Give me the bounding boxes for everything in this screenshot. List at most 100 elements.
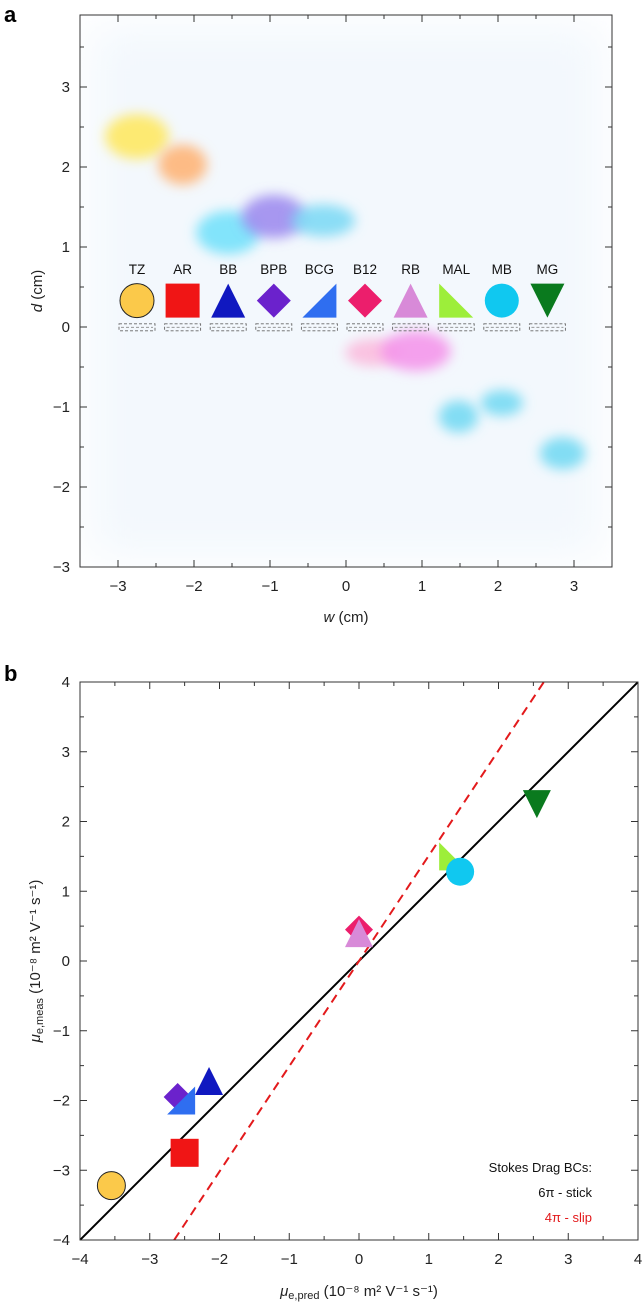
gel-well <box>437 323 475 332</box>
x-tick-label-a: −2 <box>185 578 202 595</box>
spot-ar <box>158 144 207 185</box>
line-legend: Stokes Drag BCs: 6π - stick 4π - slip <box>489 1160 593 1225</box>
point-rb <box>345 919 373 948</box>
mobility-points <box>96 790 551 1201</box>
legend-title: Stokes Drag BCs: <box>489 1160 592 1175</box>
legend-symbol-bpb <box>256 283 291 318</box>
gel-well <box>118 323 156 332</box>
x-tick-label-a: −1 <box>261 578 278 595</box>
x-tick-label-b: 0 <box>355 1251 363 1268</box>
legend-symbol-b12 <box>348 283 382 318</box>
x-axis-unit-a: (cm) <box>334 609 368 626</box>
y-tick-label-a: −1 <box>53 399 70 416</box>
gel-well <box>392 323 430 332</box>
legend-label-bpb: BPB <box>260 262 287 277</box>
gel-well <box>164 323 202 332</box>
x-axis-label-b: μe,pred (10⁻⁸ m² V⁻¹ s⁻¹) <box>279 1283 438 1302</box>
legend-label-mg: MG <box>537 262 559 277</box>
x-tick-label-b: 4 <box>634 1251 642 1268</box>
spot-mb <box>480 390 524 416</box>
spot-rb <box>380 331 451 371</box>
legend-symbol-mg <box>530 283 565 318</box>
y-axis-var-b: μ <box>27 1034 44 1043</box>
panel-a-label: a <box>4 2 17 27</box>
spot-bpb <box>241 195 306 239</box>
y-axis-label-a: d (cm) <box>29 270 46 313</box>
y-tick-label-b: −2 <box>53 1093 70 1110</box>
plot-a-frame <box>79 14 613 568</box>
gel-well <box>528 323 566 332</box>
legend-slip: 4π - slip <box>545 1210 592 1225</box>
x-axis-var-a: w <box>324 609 336 626</box>
x-axis-unit-b: (10⁻⁸ m² V⁻¹ s⁻¹) <box>320 1283 438 1300</box>
point-tz <box>96 1171 126 1201</box>
y-axis-unit-a: (cm) <box>29 270 46 304</box>
legend-symbol-rb <box>393 283 428 318</box>
plot-b-frame <box>79 681 639 1241</box>
point-bcg <box>167 1086 196 1115</box>
gel-well <box>346 323 384 332</box>
legend-label-rb: RB <box>401 262 420 277</box>
gel-well <box>483 323 521 332</box>
x-tick-label-a: 1 <box>418 578 426 595</box>
x-axis-label-a: w (cm) <box>324 609 369 626</box>
legend-label-mb: MB <box>492 262 512 277</box>
gel-well <box>300 323 338 332</box>
legend-symbol-bcg <box>302 283 337 318</box>
spot-bcg <box>291 204 356 237</box>
legend-symbol-bb <box>211 283 246 318</box>
y-tick-label-a: −2 <box>53 479 70 496</box>
x-tick-label-a: 2 <box>494 578 502 595</box>
x-tick-label-b: −2 <box>211 1251 228 1268</box>
legend-symbol-mb <box>484 283 519 318</box>
point-mg <box>522 790 551 819</box>
gel-well <box>255 323 293 332</box>
legend-label-bb: BB <box>219 262 237 277</box>
y-tick-label-b: 1 <box>62 883 70 900</box>
spot-mal <box>438 400 479 433</box>
legend-label-b12: B12 <box>353 262 377 277</box>
y-tick-label-b: 4 <box>62 674 70 691</box>
spot-tz <box>105 114 169 159</box>
y-axis-label-b: μe,meas (10⁻⁸ m² V⁻¹ s⁻¹) <box>27 880 46 1044</box>
dye-spots <box>105 114 586 470</box>
axis-ticks-a: −3 −2 −1 0 1 2 3 −3 −2 −1 0 1 2 3 <box>53 15 613 595</box>
x-tick-label-b: 2 <box>494 1251 502 1268</box>
x-tick-label-b: −4 <box>71 1251 88 1268</box>
x-tick-label-a: 3 <box>570 578 578 595</box>
slip-line <box>173 682 545 1240</box>
y-tick-label-b: −3 <box>53 1162 70 1179</box>
legend-label-ar: AR <box>173 262 192 277</box>
legend-label-bcg: BCG <box>305 262 334 277</box>
legend-symbol-tz <box>119 283 155 319</box>
y-tick-label-a: 0 <box>62 319 70 336</box>
legend-symbol-ar <box>165 283 200 318</box>
y-tick-label-a: 3 <box>62 79 70 96</box>
y-tick-label-b: −4 <box>53 1232 70 1249</box>
x-tick-label-b: 1 <box>425 1251 433 1268</box>
y-tick-label-a: −3 <box>53 559 70 576</box>
dye-legend: TZ AR BB BPB BCG B12 RB MAL MB MG <box>118 262 566 332</box>
y-axis-var-a: d <box>29 303 46 312</box>
y-tick-label-a: 2 <box>62 159 70 176</box>
panel-b: −4 −3 −2 −1 0 1 2 3 4 −4 −3 −2 −1 0 1 2 3 4 Stokes Drag B… <box>27 674 642 1302</box>
axis-ticks-b: −4 −3 −2 −1 0 1 2 3 4 −4 −3 −2 −1 0 1 2 3 4 <box>53 674 642 1268</box>
y-tick-label-a: 1 <box>62 239 70 256</box>
x-tick-label-a: 0 <box>342 578 350 595</box>
x-tick-label-a: −3 <box>109 578 126 595</box>
x-tick-label-b: −1 <box>281 1251 298 1268</box>
legend-label-mal: MAL <box>442 262 470 277</box>
x-axis-var-b: μ <box>279 1283 288 1300</box>
x-tick-label-b: 3 <box>564 1251 572 1268</box>
y-tick-label-b: −1 <box>53 1023 70 1040</box>
y-tick-label-b: 2 <box>62 814 70 831</box>
legend-symbol-mal <box>439 283 474 318</box>
x-tick-label-b: −3 <box>141 1251 158 1268</box>
y-tick-label-b: 3 <box>62 744 70 761</box>
panel-b-label: b <box>4 661 17 686</box>
y-tick-label-b: 0 <box>62 953 70 970</box>
panel-a: −3 −2 −1 0 1 2 3 −3 −2 −1 0 1 2 3 TZ AR BB BPB BCG B12 RB MA… <box>29 14 613 626</box>
legend-stick: 6π - stick <box>538 1185 592 1200</box>
point-bb <box>195 1066 224 1095</box>
